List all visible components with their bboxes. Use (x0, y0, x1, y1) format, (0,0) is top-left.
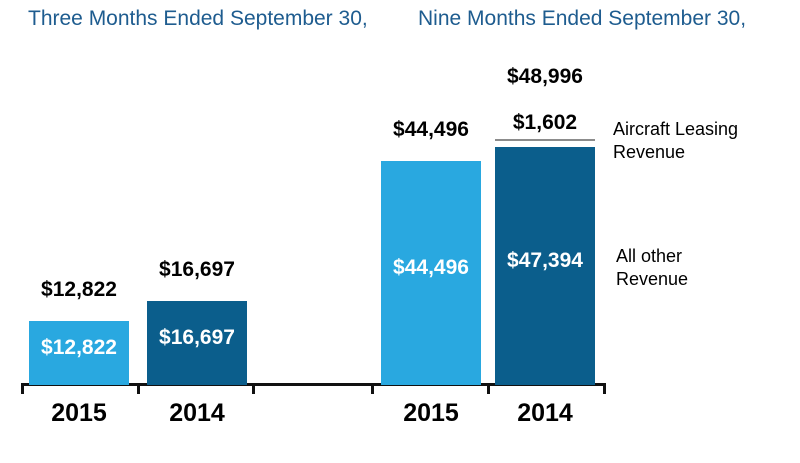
bar-segment-2015-all-other-revenue (381, 161, 481, 385)
bar-segment-inside-label: $47,394 (507, 248, 583, 272)
bar-total-label: $16,697 (159, 258, 235, 281)
x-axis-label-2014: 2014 (517, 399, 573, 427)
bar-segment-2014-aircraft-leasing-revenue (495, 138, 595, 147)
bar-segment-above-label: $1,602 (512, 110, 578, 134)
x-axis-label-2015: 2015 (51, 399, 107, 427)
bar-segment-inside-label: $12,822 (41, 335, 117, 359)
x-axis-label-2015: 2015 (403, 399, 459, 427)
x-axis-label-2014: 2014 (169, 399, 225, 427)
axis-tick (252, 383, 255, 394)
bar-segment-2014-all-other-revenue (147, 301, 247, 385)
legend-all-other-revenue: All other Revenue (616, 246, 689, 289)
axis-tick (137, 383, 140, 394)
group-title-three-months: Three Months Ended September 30, (28, 7, 368, 30)
axis-tick (487, 383, 490, 394)
axis-tick (371, 383, 374, 394)
axis-tick (21, 383, 24, 394)
bar-segment-2015-all-other-revenue (29, 320, 129, 385)
legend-aircraft-leasing-revenue: Aircraft Leasing Revenue (613, 119, 739, 162)
x-axis-line (22, 383, 606, 386)
bar-segment-2014-all-other-revenue (495, 146, 595, 385)
bar-total-label: $44,496 (393, 118, 469, 142)
bar-segment-inside-label: $44,496 (393, 256, 469, 280)
axis-tick (603, 383, 606, 394)
bar-total-label: $48,996 (507, 64, 583, 88)
bar-total-label: $12,822 (41, 277, 117, 301)
group-title-nine-months: Nine Months Ended September 30, (418, 7, 747, 30)
bar-segment-inside-label: $16,697 (159, 326, 235, 349)
